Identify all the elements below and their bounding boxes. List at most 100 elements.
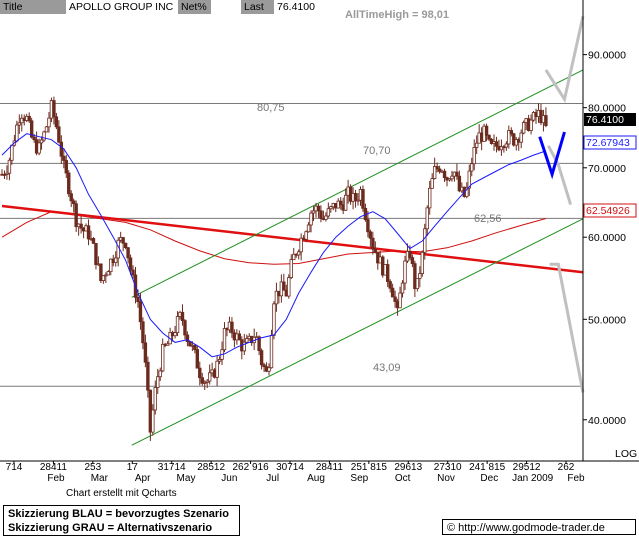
x-month-label: Mar (91, 473, 109, 484)
candle-body (131, 269, 135, 276)
candle-body (423, 228, 427, 253)
candle-body (484, 125, 489, 136)
x-month-label: Apr (135, 473, 151, 484)
x-tick-label: 28411 (316, 462, 344, 473)
x-month-label: Aug (307, 473, 325, 484)
candle-body (101, 275, 106, 281)
x-tick-label: 17 (127, 462, 139, 473)
source-url-text: http://www.godmode-trader.de (458, 522, 605, 534)
candle-body (200, 377, 204, 384)
candle-body (57, 126, 61, 143)
legend-blue-line: Skizzierung BLAU = bevorzugtes Szenario (8, 508, 229, 520)
channel-upper-line (131, 69, 584, 298)
x-month-label: Jun (221, 473, 237, 484)
candle-body (311, 210, 316, 214)
net-value (211, 0, 241, 14)
candle-body (2, 174, 7, 176)
candle-body (193, 344, 197, 350)
candle-body (7, 159, 12, 174)
y-tick-label: 80.0000 (588, 103, 626, 115)
last-price-badge-bg (584, 113, 636, 126)
candle-body (27, 115, 31, 122)
x-tick-label: 253 (85, 462, 102, 473)
x-month-label: Feb (567, 473, 585, 484)
candle-body (180, 311, 185, 322)
candle-body (319, 210, 323, 219)
candle-body (138, 301, 143, 323)
x-tick-label: 31714 (158, 462, 186, 473)
candle-body (54, 116, 59, 128)
x-tick-label: 28512 (197, 462, 225, 473)
candle-body (435, 166, 439, 170)
x-month-label: Jan 2009 (512, 473, 554, 484)
candle-body (64, 160, 68, 174)
candle-body (52, 100, 56, 118)
candle-body (296, 251, 301, 256)
candle-body (141, 321, 145, 344)
candle-body (32, 136, 36, 141)
candle-body (203, 381, 207, 384)
candle-body (259, 350, 264, 366)
candle-body (62, 155, 66, 161)
level-62-label: 62,56 (474, 213, 502, 225)
candle-body (470, 163, 474, 172)
x-month-label: Dec (480, 473, 498, 484)
candle-body (215, 360, 219, 378)
candle-body (437, 168, 442, 172)
candle-body (207, 372, 212, 382)
candle-body (494, 141, 499, 147)
x-month-label: Feb (47, 473, 65, 484)
candle-body (67, 172, 71, 195)
candle-body (316, 205, 321, 212)
ma-blue-badge-bg (583, 135, 637, 150)
candle-body (450, 175, 454, 180)
candle-body (410, 257, 415, 265)
candle-body (39, 139, 44, 144)
candle-body (507, 130, 511, 145)
candle-body (91, 238, 96, 244)
candle-body (289, 259, 293, 279)
candle-body (408, 251, 412, 259)
candle-body (343, 194, 348, 211)
candle-body (529, 119, 533, 131)
scenario-preferred (538, 131, 566, 180)
chart-credit: Chart erstellt mit Qcharts (66, 488, 177, 499)
candle-body (153, 387, 157, 411)
candle-body (425, 207, 429, 230)
candle-body (361, 189, 365, 209)
x-month-label: May (177, 473, 196, 484)
candle-body (106, 271, 111, 276)
candle-body (274, 290, 279, 305)
last-label: Last (241, 0, 274, 14)
candle-body (432, 166, 437, 179)
ma-blue-badge: 72.67943 (586, 137, 630, 149)
candle-body (366, 219, 370, 233)
candle-body (415, 278, 420, 290)
candle-body (230, 321, 234, 334)
candle-body (467, 170, 471, 189)
candle-body (123, 242, 128, 248)
source-url[interactable]: © http://www.godmode-trader.de (442, 519, 636, 535)
y-tick-label: 50.0000 (588, 314, 626, 326)
scenario-legend: Skizzierung BLAU = bevorzugtes Szenario … (3, 505, 240, 536)
candle-body (151, 409, 155, 433)
channel-lower-line (131, 218, 584, 446)
candle-body (504, 143, 509, 148)
price-chart: AllTimeHigh = 98,01 80,75 70,70 62,56 43… (0, 0, 639, 484)
candle-body (519, 132, 523, 143)
candle-body (371, 237, 375, 250)
candle-body (356, 199, 360, 202)
legend-grey-line: Skizzierung GRAU = Alternativszenario (8, 522, 213, 534)
candle-body (403, 260, 407, 284)
candle-body (143, 342, 148, 363)
candle-body (329, 206, 333, 210)
candle-body (472, 147, 476, 165)
candle-body (29, 120, 34, 138)
candle-body (165, 343, 170, 346)
candle-body (269, 334, 274, 369)
candle-body (428, 187, 432, 209)
x-tick-label: 29512 (513, 462, 541, 473)
candle-body (306, 224, 311, 233)
x-tick-label: 262 916 (232, 462, 269, 473)
title-value: APOLLO GROUP INC (66, 0, 178, 14)
